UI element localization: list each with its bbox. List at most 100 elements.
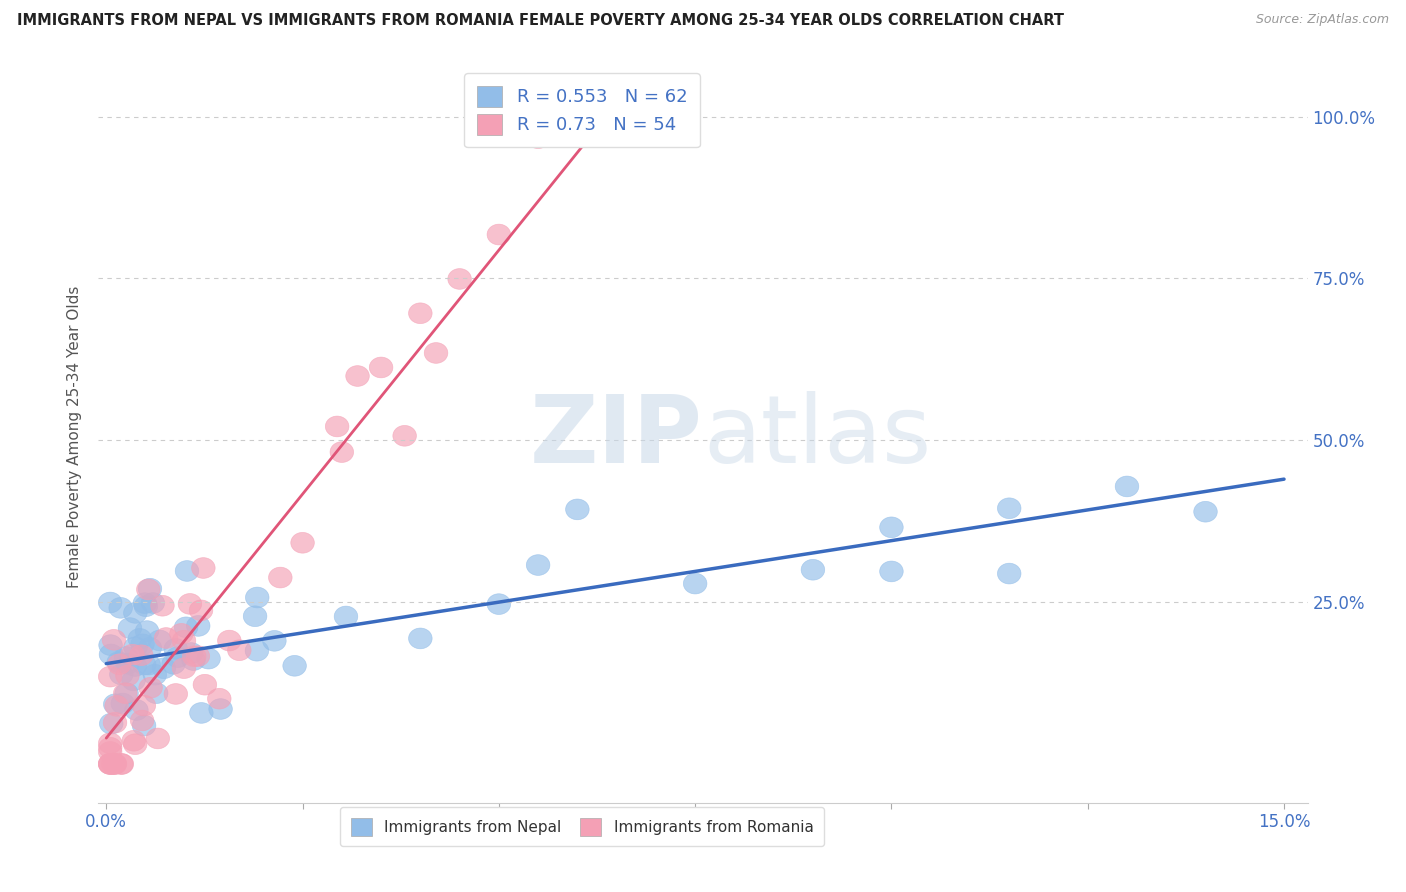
Ellipse shape <box>409 628 432 648</box>
Ellipse shape <box>269 567 292 588</box>
Ellipse shape <box>186 646 209 666</box>
Ellipse shape <box>174 617 198 638</box>
Ellipse shape <box>165 683 187 705</box>
Ellipse shape <box>183 646 207 666</box>
Ellipse shape <box>108 598 132 618</box>
Ellipse shape <box>105 696 128 716</box>
Ellipse shape <box>283 656 307 676</box>
Ellipse shape <box>526 555 550 575</box>
Ellipse shape <box>191 558 215 578</box>
Ellipse shape <box>880 517 903 538</box>
Ellipse shape <box>486 224 510 245</box>
Ellipse shape <box>100 714 124 734</box>
Ellipse shape <box>134 593 156 614</box>
Ellipse shape <box>129 645 153 665</box>
Ellipse shape <box>132 655 156 675</box>
Ellipse shape <box>162 654 186 674</box>
Ellipse shape <box>132 715 156 736</box>
Ellipse shape <box>146 728 170 748</box>
Ellipse shape <box>104 694 127 714</box>
Ellipse shape <box>103 630 125 650</box>
Ellipse shape <box>103 754 127 774</box>
Ellipse shape <box>197 648 221 669</box>
Ellipse shape <box>155 628 179 648</box>
Ellipse shape <box>218 631 240 651</box>
Ellipse shape <box>526 128 550 149</box>
Ellipse shape <box>124 637 148 657</box>
Ellipse shape <box>98 754 122 774</box>
Ellipse shape <box>181 649 205 671</box>
Ellipse shape <box>110 664 134 685</box>
Ellipse shape <box>565 499 589 520</box>
Ellipse shape <box>165 639 187 659</box>
Ellipse shape <box>122 670 145 690</box>
Ellipse shape <box>246 587 269 607</box>
Ellipse shape <box>101 754 125 774</box>
Ellipse shape <box>115 683 138 704</box>
Ellipse shape <box>172 657 195 679</box>
Ellipse shape <box>124 603 148 624</box>
Ellipse shape <box>136 654 160 675</box>
Ellipse shape <box>115 653 139 674</box>
Ellipse shape <box>997 563 1021 584</box>
Ellipse shape <box>103 713 127 733</box>
Ellipse shape <box>98 754 122 774</box>
Ellipse shape <box>1115 476 1139 497</box>
Ellipse shape <box>121 644 145 665</box>
Ellipse shape <box>335 607 357 627</box>
Ellipse shape <box>131 710 153 731</box>
Ellipse shape <box>139 677 162 698</box>
Ellipse shape <box>138 578 162 599</box>
Ellipse shape <box>449 268 471 289</box>
Ellipse shape <box>118 618 142 639</box>
Ellipse shape <box>98 592 122 613</box>
Ellipse shape <box>180 642 202 664</box>
Ellipse shape <box>170 624 193 644</box>
Ellipse shape <box>115 665 139 686</box>
Ellipse shape <box>325 416 349 437</box>
Text: IMMIGRANTS FROM NEPAL VS IMMIGRANTS FROM ROMANIA FEMALE POVERTY AMONG 25-34 YEAR: IMMIGRANTS FROM NEPAL VS IMMIGRANTS FROM… <box>17 13 1064 29</box>
Ellipse shape <box>124 656 146 676</box>
Ellipse shape <box>145 683 167 704</box>
Ellipse shape <box>107 652 131 673</box>
Ellipse shape <box>136 579 160 599</box>
Ellipse shape <box>148 630 172 651</box>
Ellipse shape <box>166 647 190 667</box>
Ellipse shape <box>330 442 353 462</box>
Text: atlas: atlas <box>703 391 931 483</box>
Ellipse shape <box>124 734 148 755</box>
Ellipse shape <box>176 560 198 582</box>
Ellipse shape <box>193 674 217 695</box>
Ellipse shape <box>110 754 134 774</box>
Ellipse shape <box>100 644 122 665</box>
Ellipse shape <box>392 425 416 446</box>
Ellipse shape <box>243 606 267 626</box>
Y-axis label: Female Poverty Among 25-34 Year Olds: Female Poverty Among 25-34 Year Olds <box>67 286 83 588</box>
Ellipse shape <box>98 733 122 754</box>
Ellipse shape <box>245 640 269 661</box>
Ellipse shape <box>683 574 707 594</box>
Ellipse shape <box>152 658 176 679</box>
Ellipse shape <box>150 595 174 616</box>
Ellipse shape <box>98 738 122 758</box>
Ellipse shape <box>346 366 370 386</box>
Text: Source: ZipAtlas.com: Source: ZipAtlas.com <box>1256 13 1389 27</box>
Ellipse shape <box>107 654 131 674</box>
Ellipse shape <box>138 638 162 658</box>
Ellipse shape <box>111 693 135 714</box>
Text: ZIP: ZIP <box>530 391 703 483</box>
Ellipse shape <box>125 699 148 721</box>
Ellipse shape <box>131 634 155 655</box>
Ellipse shape <box>187 615 209 636</box>
Ellipse shape <box>208 689 231 709</box>
Ellipse shape <box>141 592 165 614</box>
Ellipse shape <box>425 343 449 363</box>
Ellipse shape <box>1194 501 1218 522</box>
Legend: Immigrants from Nepal, Immigrants from Romania: Immigrants from Nepal, Immigrants from R… <box>340 807 824 847</box>
Ellipse shape <box>179 593 201 615</box>
Ellipse shape <box>134 596 157 616</box>
Ellipse shape <box>132 695 156 716</box>
Ellipse shape <box>98 666 122 687</box>
Ellipse shape <box>143 665 167 685</box>
Ellipse shape <box>190 703 214 723</box>
